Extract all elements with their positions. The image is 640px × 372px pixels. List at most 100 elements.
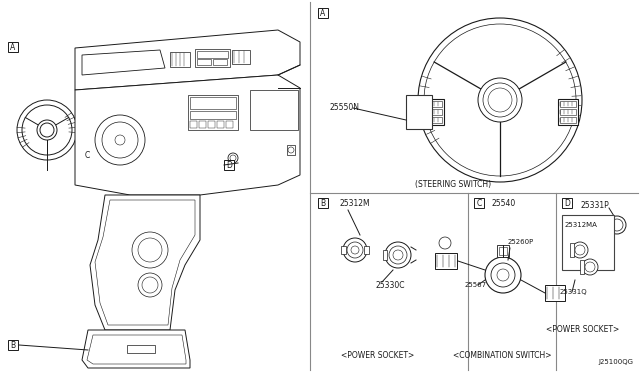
Polygon shape [82, 330, 190, 368]
Text: C: C [84, 151, 90, 160]
Circle shape [138, 238, 162, 262]
Text: 25312M: 25312M [340, 199, 371, 208]
Bar [217, 121, 224, 128]
Circle shape [385, 242, 411, 268]
Bar [474, 198, 484, 208]
Bar [208, 121, 215, 128]
Bar [499, 247, 507, 255]
Text: 25330C: 25330C [375, 280, 404, 289]
Bar [426, 117, 442, 123]
Circle shape [572, 242, 588, 258]
Bar [190, 121, 197, 128]
Polygon shape [75, 30, 300, 90]
Bar [195, 49, 230, 67]
Bar [232, 50, 250, 64]
Circle shape [347, 242, 363, 258]
Text: A: A [321, 9, 326, 17]
Bar [190, 111, 236, 119]
Circle shape [288, 147, 294, 153]
Circle shape [478, 78, 522, 122]
Text: (STEERING SWITCH): (STEERING SWITCH) [415, 180, 491, 189]
Bar [88, 139, 95, 148]
Bar [287, 145, 295, 155]
Circle shape [230, 155, 236, 161]
Bar [226, 121, 233, 128]
Bar [8, 42, 18, 52]
Bar [79, 136, 86, 144]
Bar [197, 51, 228, 58]
Text: 25567: 25567 [465, 282, 487, 288]
Circle shape [393, 250, 403, 260]
Circle shape [351, 246, 359, 254]
Text: B: B [10, 340, 15, 350]
Bar [562, 215, 614, 270]
Circle shape [142, 277, 158, 293]
Circle shape [115, 135, 125, 145]
Bar [197, 59, 211, 65]
Text: C: C [476, 199, 482, 208]
Bar [190, 97, 236, 109]
Bar [224, 160, 234, 170]
Circle shape [418, 18, 582, 182]
Bar [426, 101, 442, 107]
Circle shape [424, 24, 576, 176]
Text: 25331P: 25331P [580, 201, 609, 209]
Circle shape [228, 153, 238, 163]
Bar [199, 121, 206, 128]
Bar [170, 52, 190, 67]
Circle shape [582, 259, 598, 275]
Bar [406, 95, 432, 129]
Text: 25260P: 25260P [508, 239, 534, 245]
Bar [318, 198, 328, 208]
Bar [188, 95, 238, 130]
Bar [213, 59, 227, 65]
Text: D: D [564, 199, 570, 208]
Bar [82, 150, 92, 160]
Bar [250, 90, 298, 130]
Bar [89, 141, 94, 146]
Bar [580, 260, 584, 274]
Bar [558, 99, 578, 125]
Bar [560, 109, 576, 115]
Polygon shape [82, 50, 165, 75]
Circle shape [102, 122, 138, 158]
Circle shape [22, 105, 72, 155]
Bar [364, 246, 369, 254]
Circle shape [585, 262, 595, 272]
Text: 25312MA: 25312MA [565, 222, 598, 228]
Text: 25550N: 25550N [330, 103, 360, 112]
Bar [80, 138, 85, 142]
Circle shape [485, 257, 521, 293]
Circle shape [40, 123, 54, 137]
Text: J25100QG: J25100QG [598, 359, 633, 365]
Bar [545, 285, 565, 301]
Bar [570, 243, 574, 257]
Circle shape [611, 219, 623, 231]
Text: <COMBINATION SWITCH>: <COMBINATION SWITCH> [452, 350, 551, 359]
Circle shape [17, 100, 77, 160]
Text: <POWER SOCKET>: <POWER SOCKET> [341, 350, 415, 359]
Polygon shape [90, 195, 200, 330]
Bar [127, 345, 155, 353]
Text: 25331Q: 25331Q [560, 289, 588, 295]
Text: A: A [10, 42, 15, 51]
Circle shape [138, 273, 162, 297]
Bar [560, 101, 576, 107]
Circle shape [497, 269, 509, 281]
Circle shape [491, 263, 515, 287]
Circle shape [488, 88, 512, 112]
Bar [341, 246, 346, 254]
Polygon shape [75, 75, 300, 195]
Bar [318, 8, 328, 18]
Circle shape [343, 238, 367, 262]
Bar [562, 198, 572, 208]
Bar [383, 250, 387, 260]
Bar [426, 109, 442, 115]
Text: B: B [321, 199, 326, 208]
Bar [424, 99, 444, 125]
Bar [560, 117, 576, 123]
Circle shape [389, 246, 407, 264]
Polygon shape [95, 200, 195, 325]
Circle shape [575, 245, 585, 255]
Bar [435, 253, 457, 269]
